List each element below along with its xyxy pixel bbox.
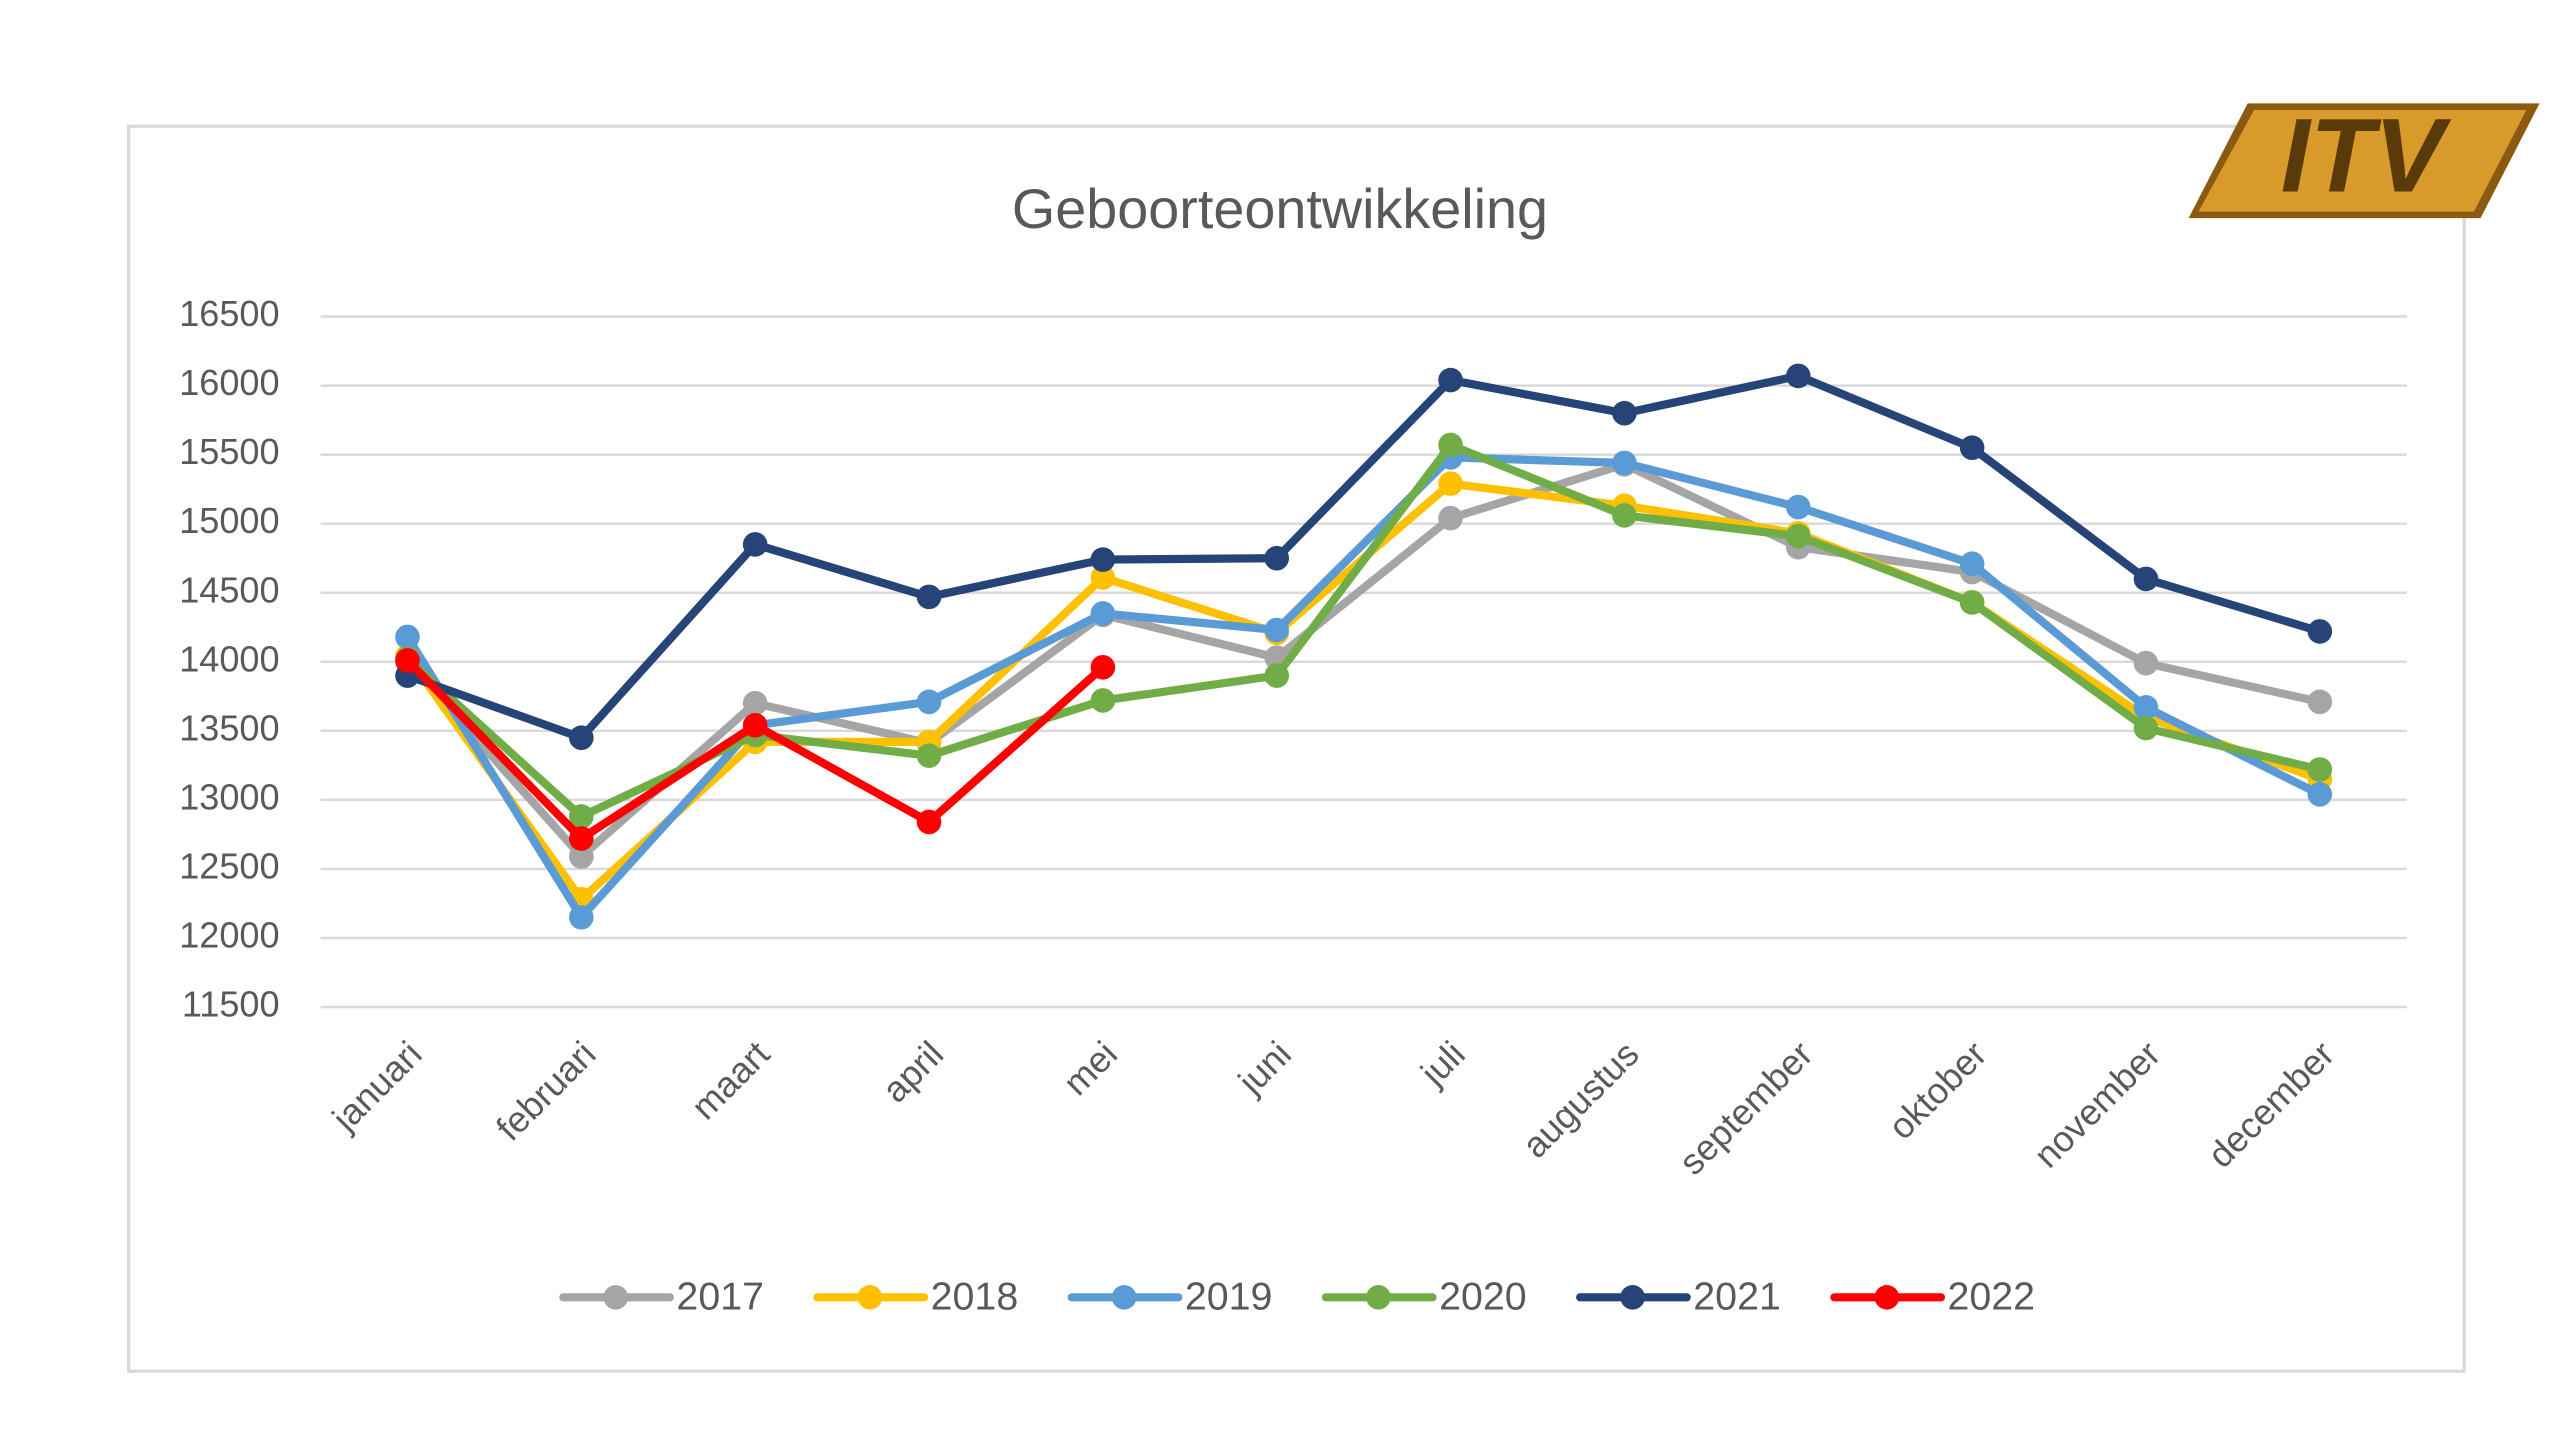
data-point [1959,551,1985,577]
data-point [569,826,594,851]
legend-swatch-marker [1111,1285,1137,1310]
y-tick-label: 14000 [179,638,279,679]
data-point [1959,435,1985,461]
logo-text: ITV [2281,98,2452,215]
y-tick-label: 15000 [179,500,279,541]
y-tick-label: 16500 [179,293,279,334]
data-point [1612,400,1637,426]
data-point [569,904,594,930]
data-point [395,648,420,673]
data-point [742,690,768,716]
data-point [1090,654,1116,680]
data-point [1090,565,1116,590]
data-point [395,624,420,650]
data-point [2133,695,2159,720]
legend-swatch-marker [1366,1285,1391,1310]
legend-swatch-marker [1874,1285,1900,1310]
y-tick-label: 12000 [179,914,279,955]
legend-swatch-marker [603,1285,629,1310]
data-point [1785,363,1811,389]
logo-face [2198,109,2527,212]
y-tick-label: 14500 [179,569,279,610]
data-point [742,532,768,557]
y-tick-label: 11500 [182,984,280,1025]
data-point [1090,601,1116,626]
logo: ITV [2188,98,2540,219]
data-point [2307,689,2333,715]
legend-label: 2017 [676,1274,764,1318]
legend-label: 2021 [1693,1274,1781,1318]
data-point [1090,688,1116,713]
data-point [569,725,594,751]
data-point [916,809,942,835]
data-point [1438,471,1463,496]
data-point [2133,715,2159,741]
legend-swatch-marker [1620,1285,1645,1310]
data-point [2133,650,2159,676]
data-point [742,713,768,738]
data-point [916,689,942,715]
data-point [569,844,594,869]
data-point [1264,617,1290,643]
y-tick-label: 13000 [179,776,279,817]
data-point [916,743,942,768]
data-point [2307,619,2333,644]
data-point [1438,367,1463,393]
data-point [2133,566,2159,592]
y-tick-label: 13500 [179,707,279,748]
series-line [403,453,2324,922]
data-point [1785,523,1811,549]
data-point [1959,590,1985,615]
data-point [569,804,594,829]
data-point [2307,757,2333,782]
legend-label: 2018 [931,1274,1019,1318]
data-point [2307,782,2333,807]
legend-label: 2019 [1185,1274,1273,1318]
legend-label: 2022 [1948,1274,2036,1318]
data-point [1264,663,1290,688]
data-point [1612,503,1637,528]
data-point [916,584,942,610]
data-point [1612,450,1637,476]
data-point [1785,494,1811,520]
data-point [1438,505,1463,531]
y-tick-label: 12500 [179,845,279,886]
y-tick-label: 16000 [179,362,279,403]
legend-label: 2020 [1439,1274,1527,1318]
chart-title: Geboorteontwikkeling [1012,178,1548,240]
data-point [1090,547,1116,572]
data-point [1438,432,1463,458]
legend-swatch-marker [857,1285,883,1310]
series-line [403,371,2324,742]
chart-frame [127,124,2466,1373]
data-point [1264,545,1290,571]
y-tick-label: 15500 [179,431,279,472]
